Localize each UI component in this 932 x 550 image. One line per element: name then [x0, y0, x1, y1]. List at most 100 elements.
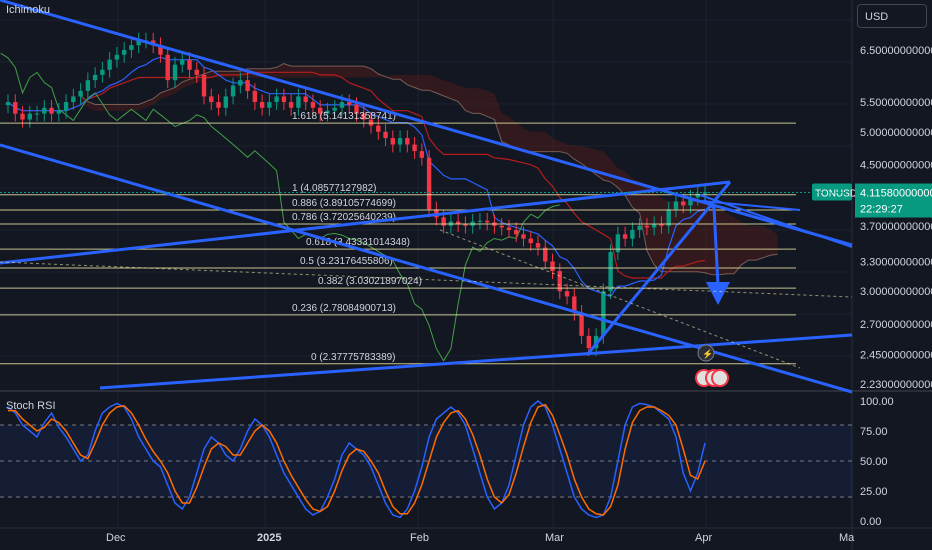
candle [688, 197, 693, 206]
candle [332, 107, 337, 111]
candle [223, 96, 229, 108]
candle [426, 157, 432, 210]
candle [194, 69, 199, 75]
last-price-label: 4.11580000000 [860, 188, 932, 200]
stoch-rsi-indicator-label[interactable]: Stoch RSI [6, 400, 56, 412]
candle [521, 234, 526, 239]
dashed-projection [439, 229, 801, 369]
candle [463, 224, 468, 226]
candle [695, 193, 700, 198]
price-axis-tick: 5.00000000000 [860, 127, 932, 139]
price-axis-tick: 3.00000000000 [860, 286, 932, 298]
countdown-label: 22:29:27 [860, 204, 903, 216]
candle [347, 102, 352, 105]
candle [310, 102, 316, 108]
fib-level-label: 1.618 (5.14131358741) [292, 111, 396, 122]
candle [405, 138, 410, 145]
fib-level-label: 0.886 (3.89105774699) [292, 198, 396, 209]
candle [666, 209, 671, 226]
candle [499, 225, 504, 228]
candle [56, 110, 62, 114]
candle [288, 102, 294, 108]
candle [354, 104, 359, 114]
stoch-axis-tick: 100.00 [860, 396, 894, 408]
candle [455, 221, 461, 225]
currency-button[interactable]: USD [857, 4, 927, 28]
last-price-tag-bg [855, 183, 932, 218]
trendline [585, 181, 732, 356]
candle [622, 234, 628, 239]
candle [390, 138, 396, 145]
candle [42, 107, 47, 114]
candle [608, 252, 613, 292]
candle [557, 271, 562, 292]
candle [673, 201, 679, 210]
trendline [99, 333, 853, 390]
candle [158, 45, 163, 55]
time-axis-tick: Dec [106, 532, 126, 544]
ichimoku-indicator-label[interactable]: Ichimoku [6, 4, 51, 16]
candle [383, 131, 388, 139]
candle [71, 96, 76, 103]
candle [107, 59, 112, 70]
fib-level-label: 0.5 (3.23176455806) [300, 256, 393, 267]
time-axis-tick: Feb [410, 532, 429, 544]
candle [441, 217, 446, 226]
time-axis-tick: Ma [839, 532, 855, 544]
ichimoku-cloud [80, 63, 778, 275]
candle [180, 59, 185, 65]
candle [114, 54, 120, 60]
stoch-d-line [8, 403, 706, 516]
candle [651, 224, 657, 228]
price-axis-tick: 5.50000000000 [860, 97, 932, 109]
candle [92, 74, 98, 81]
fib-level-label: 0 (2.37775783389) [311, 352, 396, 363]
candle [245, 80, 250, 91]
candle [129, 45, 134, 50]
candle [601, 291, 606, 336]
candle [477, 220, 483, 222]
candle [121, 49, 127, 55]
trendline [0, 180, 731, 265]
candle [419, 151, 425, 158]
candle [412, 144, 417, 152]
candle [630, 230, 635, 239]
projection-arrowhead [706, 282, 730, 305]
candle [579, 312, 584, 336]
price-axis-tick: 6.50000000000 [860, 45, 932, 57]
candle [100, 69, 105, 75]
dashed-projection [0, 261, 853, 298]
candle [34, 113, 40, 115]
candle [13, 102, 18, 114]
candle [27, 113, 32, 120]
fib-level-label: 0.618 (3.43331014348) [306, 237, 410, 248]
candle [20, 113, 25, 120]
candle [303, 96, 308, 103]
candle [681, 201, 686, 206]
candle [172, 64, 178, 81]
candle [564, 291, 570, 297]
price-axis-tick: 3.30000000000 [860, 256, 932, 268]
fib-level-label: 1 (4.08577127982) [292, 183, 377, 194]
candle [659, 224, 664, 226]
candle [506, 227, 512, 231]
stoch-axis-tick: 0.00 [860, 516, 881, 528]
candle [397, 138, 403, 145]
candle [535, 243, 541, 248]
time-axis-tick: 2025 [257, 532, 281, 544]
candle [368, 119, 374, 126]
ichimoku-lagging-span [0, 52, 560, 362]
candle [325, 110, 330, 114]
candle [49, 107, 54, 114]
projection-arrow-line [703, 198, 720, 286]
candle [361, 113, 366, 120]
candle [201, 74, 207, 97]
lightning-glyph: ⚡ [702, 348, 713, 360]
price-axis-tick: 2.70000000000 [860, 319, 932, 331]
candle [317, 107, 323, 114]
candle [209, 96, 214, 103]
time-axis-tick: Apr [695, 532, 712, 544]
candle [514, 230, 519, 235]
